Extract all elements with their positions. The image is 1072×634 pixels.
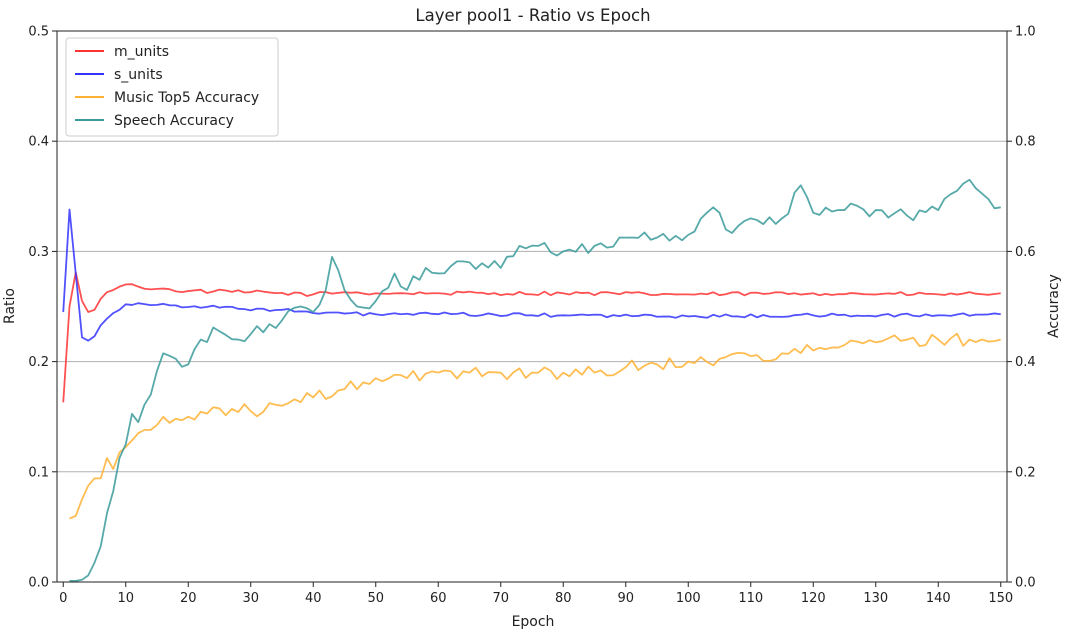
series-line-s-units [62,208,1001,342]
x-tick-label: 40 [305,591,322,606]
series-line-speech-accuracy [69,178,1001,582]
x-tick-label: 140 [926,591,951,606]
y2-axis-label: Accuracy [1046,274,1062,338]
y-tick-label: 0.3 [28,245,49,260]
y-tick-label: 0.2 [28,355,49,370]
y2-tick-label: 1.0 [1015,25,1036,40]
x-tick-label: 20 [180,591,197,606]
legend: m_units s_units Music Top5 Accuracy Spee… [65,37,279,137]
x-tick-label: 90 [617,591,634,606]
axes: 0 10 20 30 40 50 60 70 80 90 100 110 120 130 140 1500.0… [28,25,1035,607]
y2-tick-label: 0.4 [1015,355,1036,370]
y-axis-label: Ratio [2,288,18,324]
y-tick-label: 0.5 [28,25,49,40]
x-tick-label: 120 [801,591,826,606]
x-tick-label: 110 [738,591,763,606]
x-tick-label: 150 [988,591,1013,606]
series-line-music-top5-accuracy [69,332,1001,520]
x-tick-label: 30 [242,591,259,606]
legend-label-music-accuracy: Music Top5 Accuracy [114,90,259,106]
y-tick-label: 0.4 [28,135,49,150]
y-tick-label: 0.1 [28,465,49,480]
x-tick-label: 80 [555,591,572,606]
x-tick-label: 10 [117,591,134,606]
legend-box [65,37,279,137]
legend-label-m-units: m_units [114,44,169,60]
chart-title: Layer pool1 - Ratio vs Epoch [415,6,650,25]
y2-tick-label: 0.8 [1015,135,1036,150]
x-tick-label: 50 [367,591,384,606]
y2-tick-label: 0.2 [1015,465,1036,480]
x-tick-label: 100 [676,591,701,606]
legend-label-s-units: s_units [114,67,163,83]
y2-tick-label: 0.0 [1015,576,1036,591]
x-tick-label: 70 [492,591,509,606]
grid [57,140,1007,473]
series-line-m-units [62,271,1001,403]
x-tick-label: 60 [430,591,447,606]
series-layer [62,178,1001,582]
x-tick-label: 130 [863,591,888,606]
x-axis-label: Epoch [512,614,555,630]
plot-frame [56,30,1008,583]
y-tick-label: 0.0 [28,576,49,591]
y2-tick-label: 0.6 [1015,245,1036,260]
x-tick-label: 0 [59,591,67,606]
legend-label-speech-accuracy: Speech Accuracy [114,113,234,129]
